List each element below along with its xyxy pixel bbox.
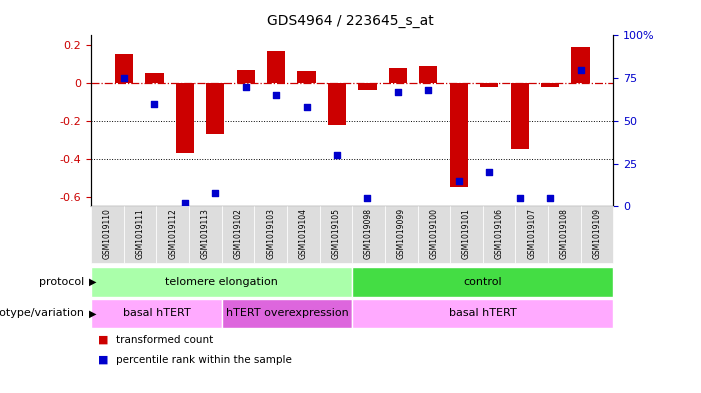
Text: genotype/variation: genotype/variation — [0, 309, 88, 318]
Point — [332, 152, 343, 158]
Point — [240, 83, 252, 90]
Bar — [115, 54, 133, 83]
Point — [118, 75, 130, 81]
Point — [210, 189, 221, 196]
Point — [362, 195, 373, 201]
Point — [149, 101, 160, 107]
Text: GSM1019107: GSM1019107 — [527, 208, 536, 259]
Bar — [480, 83, 498, 86]
Text: GSM1019104: GSM1019104 — [299, 208, 308, 259]
Text: hTERT overexpression: hTERT overexpression — [226, 309, 348, 318]
Text: basal hTERT: basal hTERT — [123, 309, 190, 318]
Text: GSM1019105: GSM1019105 — [332, 208, 341, 259]
Bar — [449, 83, 468, 187]
Text: GSM1019109: GSM1019109 — [592, 208, 601, 259]
Point — [179, 200, 191, 206]
Text: control: control — [463, 277, 502, 287]
Text: basal hTERT: basal hTERT — [449, 309, 517, 318]
Text: GSM1019111: GSM1019111 — [135, 208, 144, 259]
Point — [301, 104, 312, 110]
Bar — [206, 83, 224, 134]
Text: GDS4964 / 223645_s_at: GDS4964 / 223645_s_at — [267, 14, 434, 28]
Bar — [571, 47, 590, 83]
Text: GSM1019101: GSM1019101 — [462, 208, 471, 259]
Text: GSM1019113: GSM1019113 — [201, 208, 210, 259]
Bar — [389, 68, 407, 83]
Bar — [237, 70, 255, 83]
Bar — [419, 66, 437, 83]
Text: ■: ■ — [98, 335, 112, 345]
Text: GSM1019099: GSM1019099 — [397, 208, 406, 259]
Point — [423, 87, 434, 93]
Text: GSM1019102: GSM1019102 — [233, 208, 243, 259]
Bar — [510, 83, 529, 149]
Text: GSM1019098: GSM1019098 — [364, 208, 373, 259]
Bar — [328, 83, 346, 125]
Bar — [358, 83, 376, 90]
Point — [545, 195, 556, 201]
Text: protocol: protocol — [39, 277, 88, 287]
Text: GSM1019103: GSM1019103 — [266, 208, 275, 259]
Text: GSM1019106: GSM1019106 — [495, 208, 503, 259]
Text: GSM1019100: GSM1019100 — [429, 208, 438, 259]
Text: GSM1019110: GSM1019110 — [103, 208, 112, 259]
Point — [393, 89, 404, 95]
Point — [484, 169, 495, 175]
Point — [271, 92, 282, 98]
Bar — [297, 72, 315, 83]
Bar — [267, 51, 285, 83]
Text: GSM1019108: GSM1019108 — [560, 208, 569, 259]
Text: GSM1019112: GSM1019112 — [168, 208, 177, 259]
Point — [575, 66, 586, 73]
Point — [514, 195, 525, 201]
Bar — [541, 83, 559, 86]
Text: ■: ■ — [98, 354, 112, 365]
Point — [453, 178, 464, 184]
Text: transformed count: transformed count — [116, 335, 213, 345]
Bar — [145, 73, 163, 83]
Bar — [176, 83, 194, 153]
Text: ▶: ▶ — [89, 277, 97, 287]
Text: percentile rank within the sample: percentile rank within the sample — [116, 354, 292, 365]
Text: telomere elongation: telomere elongation — [165, 277, 278, 287]
Text: ▶: ▶ — [89, 309, 97, 318]
